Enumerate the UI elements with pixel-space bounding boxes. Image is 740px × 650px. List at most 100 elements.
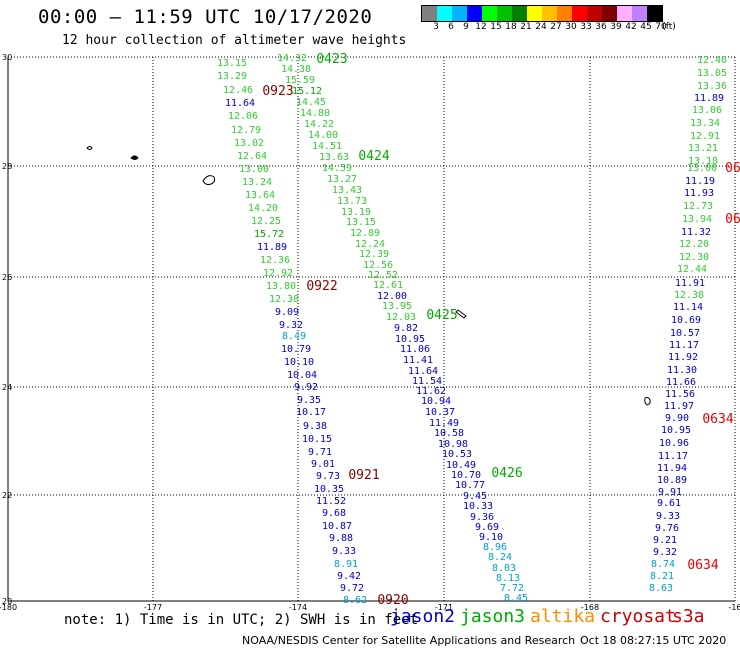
wave-height-value: 10.17	[296, 407, 326, 418]
legend-swatch	[572, 6, 587, 21]
wave-height-value: 11.64	[225, 98, 255, 109]
wave-height-value: 13.02	[234, 138, 264, 149]
longitude-label: -177	[144, 603, 162, 612]
wave-height-value: 10.10	[284, 357, 314, 368]
wave-height-value: 12.39	[359, 249, 389, 260]
pass-time-label: 0921	[348, 468, 379, 483]
wave-height-value: 12.92	[263, 268, 293, 279]
credit-line: NOAA/NESDIS Center for Satellite Applica…	[242, 634, 576, 647]
wave-height-value: 10.95	[661, 425, 691, 436]
wave-height-value: 9.73	[316, 471, 340, 482]
pass-time-label: 0634	[687, 558, 718, 573]
wave-height-value: 12.03	[386, 312, 416, 323]
wave-height-value: 13.05	[697, 68, 727, 79]
wave-height-value: 9.91	[658, 487, 682, 498]
wave-height-value: 13.15	[217, 58, 247, 69]
pass-time-label: 0920	[377, 593, 408, 608]
legend-swatch	[482, 6, 497, 21]
wave-height-value: 11.52	[316, 496, 346, 507]
wave-height-value: 10.35	[314, 484, 344, 495]
legend-label: 21	[520, 22, 532, 32]
wave-height-value: 11.41	[403, 355, 433, 366]
wave-height-value: 13.24	[242, 177, 272, 188]
wave-height-value: 12.61	[373, 280, 403, 291]
wave-height-value: 10.98	[438, 439, 468, 450]
longitude-label: -171	[435, 603, 453, 612]
wave-height-value: 13.29	[217, 71, 247, 82]
wave-height-value: 8.03	[492, 563, 516, 574]
wave-height-value: 13.94	[682, 214, 712, 225]
island-shape	[455, 309, 467, 319]
legend-label: 45	[640, 22, 652, 32]
legend-label: 70	[655, 22, 667, 32]
pass-time-label: 06	[725, 212, 740, 227]
wave-height-value: 11.06	[400, 344, 430, 355]
island-outlines	[86, 146, 651, 406]
wave-height-value: 14.45	[296, 97, 326, 108]
latitude-label: 20	[2, 597, 12, 606]
wave-height-value: 9.09	[275, 307, 299, 318]
wave-height-value: 11.17	[669, 340, 699, 351]
wave-height-value: 11.49	[429, 418, 459, 429]
wave-height-value: 13.36	[697, 81, 727, 92]
wave-height-value: 8.74	[651, 559, 675, 570]
legend-swatch	[602, 6, 617, 21]
legend-swatch	[632, 6, 647, 21]
wave-height-value: 13.95	[382, 301, 412, 312]
legend-swatch	[542, 6, 557, 21]
latitude-label: 28	[2, 162, 12, 171]
satellite-name: altika	[530, 606, 596, 627]
wave-height-value: 11.89	[694, 93, 724, 104]
wave-height-value: 12.30	[679, 252, 709, 263]
wave-height-value: 15.12	[292, 86, 322, 97]
wave-height-value: 11.89	[257, 242, 287, 253]
wave-height-value: 10.70	[451, 470, 481, 481]
legend-swatch	[497, 6, 512, 21]
wave-height-value: 12.91	[690, 131, 720, 142]
wave-height-value: 9.38	[303, 421, 327, 432]
wave-height-value: 11.66	[666, 377, 696, 388]
wave-height-value: 9.42	[337, 571, 361, 582]
wave-height-value: 9.71	[308, 447, 332, 458]
wave-height-value: 8.63	[649, 583, 673, 594]
island-shape	[644, 396, 651, 406]
wave-height-value: 8.24	[488, 552, 512, 563]
wave-height-value: 11.97	[664, 401, 694, 412]
wave-height-value: 9.36	[470, 512, 494, 523]
wave-height-value: 11.93	[684, 188, 714, 199]
wave-height-value: 12.79	[231, 125, 261, 136]
wave-height-value: 12.25	[251, 216, 281, 227]
latitude-label: 24	[2, 383, 12, 392]
wave-height-value: 10.37	[425, 407, 455, 418]
wave-height-value: 12.38	[674, 290, 704, 301]
wave-height-value: 13.43	[332, 185, 362, 196]
wave-height-value: 9.61	[657, 498, 681, 509]
wave-height-value: 13.63	[319, 152, 349, 163]
wave-height-value: 9.68	[322, 508, 346, 519]
legend-label: 24	[535, 22, 547, 32]
wave-height-value: 9.33	[332, 546, 356, 557]
wave-height-value: 10.95	[395, 334, 425, 345]
legend-swatch	[437, 6, 452, 21]
pass-time-label: 0423	[316, 52, 347, 67]
chart-title: 00:00 – 11:59 UTC 10/17/2020	[38, 6, 373, 28]
wave-height-value: 11.92	[668, 352, 698, 363]
legend-label: 18	[505, 22, 517, 32]
wave-height-value: 13.64	[245, 190, 275, 201]
pass-time-label: 0424	[358, 149, 389, 164]
satellite-name: jason2	[390, 606, 456, 627]
wave-height-value: 12.52	[368, 270, 398, 281]
island-shape	[86, 146, 93, 150]
legend-swatch	[467, 6, 482, 21]
pass-time-label: 0634	[702, 412, 733, 427]
wave-height-value: 14.32	[277, 53, 307, 64]
wave-height-value: 9.45	[463, 491, 487, 502]
legend-label: 15	[490, 22, 502, 32]
legend-label: 33	[580, 22, 592, 32]
wave-height-value: 12.44	[677, 264, 707, 275]
wave-height-value: 8.96	[483, 542, 507, 553]
wave-height-value: 12.56	[363, 260, 393, 271]
longitude-labels: -180 -177 -174 -171 -168 -16	[0, 603, 740, 612]
wave-height-value: 11.56	[665, 389, 695, 400]
